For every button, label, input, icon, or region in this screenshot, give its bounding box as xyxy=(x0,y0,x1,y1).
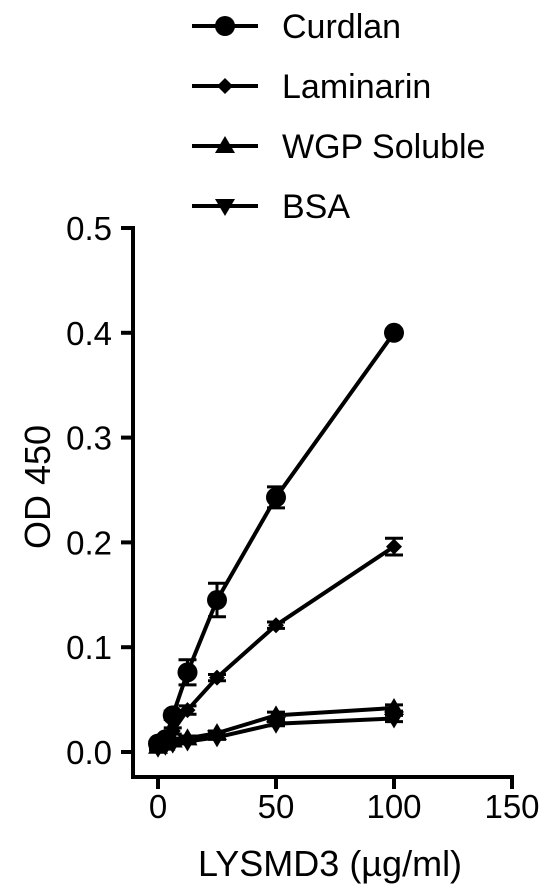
data-point xyxy=(207,730,227,748)
y-tick-label: 0.1 xyxy=(66,629,112,666)
axes: 0 50 100 150 0.0 0.1 0.2 0.3 0.4 0.5 xyxy=(66,210,539,825)
series-bsa xyxy=(148,711,404,758)
legend-label: Curdlan xyxy=(282,8,401,46)
data-point xyxy=(268,617,284,634)
legend-label: BSA xyxy=(282,188,350,226)
data-point xyxy=(266,716,286,734)
x-tick-label: 50 xyxy=(258,788,295,825)
data-point xyxy=(179,702,196,719)
x-tick-label: 100 xyxy=(366,788,421,825)
y-tick-label: 0.5 xyxy=(66,210,112,247)
data-point xyxy=(209,669,225,686)
series-line xyxy=(157,331,396,746)
legend: Curdlan Laminarin WGP Soluble BSA xyxy=(192,8,485,226)
legend-marker xyxy=(217,78,233,94)
y-tick-label: 0.2 xyxy=(66,524,112,561)
data-point xyxy=(177,734,198,752)
legend-item-curdlan: Curdlan xyxy=(192,8,401,46)
data-point xyxy=(162,736,183,754)
legend-label: WGP Soluble xyxy=(282,128,485,166)
legend-item-wgp-soluble: WGP Soluble xyxy=(192,128,485,166)
data-point xyxy=(384,711,404,729)
data-point xyxy=(384,697,404,715)
x-tick-label: 150 xyxy=(484,788,539,825)
data-point xyxy=(386,538,402,555)
y-tick-label: 0.0 xyxy=(66,734,112,771)
plot-area xyxy=(148,322,404,758)
legend-item-laminarin: Laminarin xyxy=(192,68,431,106)
data-point xyxy=(207,590,227,611)
data-point xyxy=(177,662,198,683)
data-point xyxy=(384,322,404,343)
y-tick-label: 0.4 xyxy=(66,315,112,352)
data-point xyxy=(162,705,183,726)
legend-item-bsa: BSA xyxy=(192,188,350,226)
legend-marker xyxy=(215,136,235,153)
y-axis-title: OD 450 xyxy=(17,425,58,549)
series-curdlan xyxy=(148,322,404,754)
legend-label: Laminarin xyxy=(282,68,431,106)
y-tick-label: 0.3 xyxy=(66,420,112,457)
legend-marker xyxy=(215,199,235,216)
data-point xyxy=(266,487,286,508)
legend-marker xyxy=(215,16,235,36)
x-axis-title: LYSMD3 (µg/ml) xyxy=(198,843,462,884)
x-tick-label: 0 xyxy=(149,788,167,825)
